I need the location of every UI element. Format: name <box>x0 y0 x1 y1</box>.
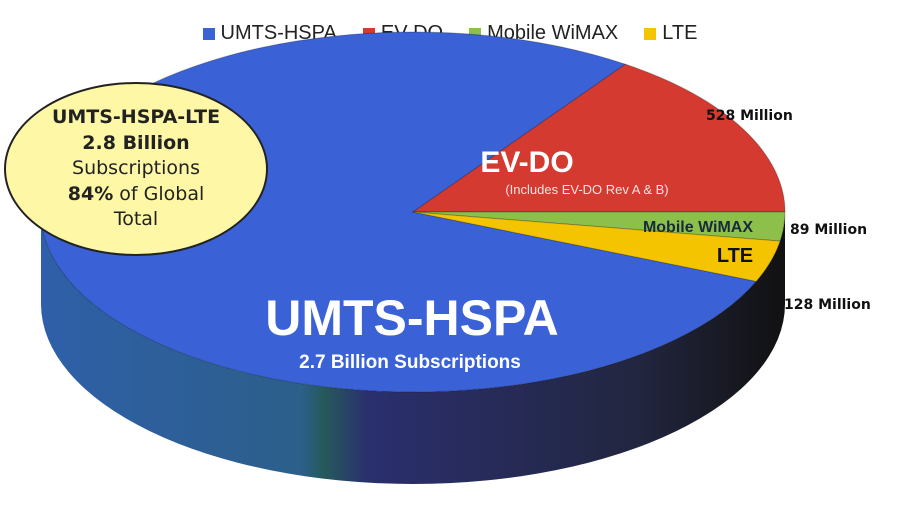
slice-sublabel-ev-do: (Includes EV-DO Rev A & B) <box>505 182 668 197</box>
legend-swatch <box>202 27 215 40</box>
callout-title: UMTS-HSPA-LTE <box>51 105 221 128</box>
slice-ev-do <box>411 63 786 213</box>
callout-total: 2.8 Billion <box>82 131 190 154</box>
legend-label: UMTS-HSPA <box>220 22 337 44</box>
pie-side-wall <box>41 212 785 484</box>
legend-label: LTE <box>662 22 698 44</box>
legend-entry: UMTS-HSPA <box>202 22 337 45</box>
callout-total-word: Total <box>113 208 159 231</box>
slice-label-umts-hspa: UMTS-HSPA <box>265 290 559 346</box>
callout-share: 84% of Global <box>67 182 205 205</box>
callout-subscriptions: Subscriptions <box>72 157 200 180</box>
slice-label-mobile-wimax: Mobile WiMAX <box>643 219 753 236</box>
slice-label-ev-do: EV-DO <box>480 146 573 179</box>
value-label-lte: 128 Million <box>784 297 871 313</box>
value-label-wimax: 89 Million <box>790 222 868 238</box>
slice-lte <box>412 211 781 282</box>
slice-sublabel-umts-hspa: 2.7 Billion Subscriptions <box>299 352 521 373</box>
slice-label-lte: LTE <box>717 245 753 267</box>
legend-entry: LTE <box>644 22 697 45</box>
value-label-evdo: 528 Million <box>706 108 793 124</box>
legend-label: Mobile WiMAX <box>487 22 619 44</box>
summary-callout: UMTS-HSPA-LTE 2.8 Billion Subscriptions … <box>4 82 268 256</box>
slice-mobile-wimax <box>412 211 786 242</box>
legend-swatch <box>644 27 657 40</box>
